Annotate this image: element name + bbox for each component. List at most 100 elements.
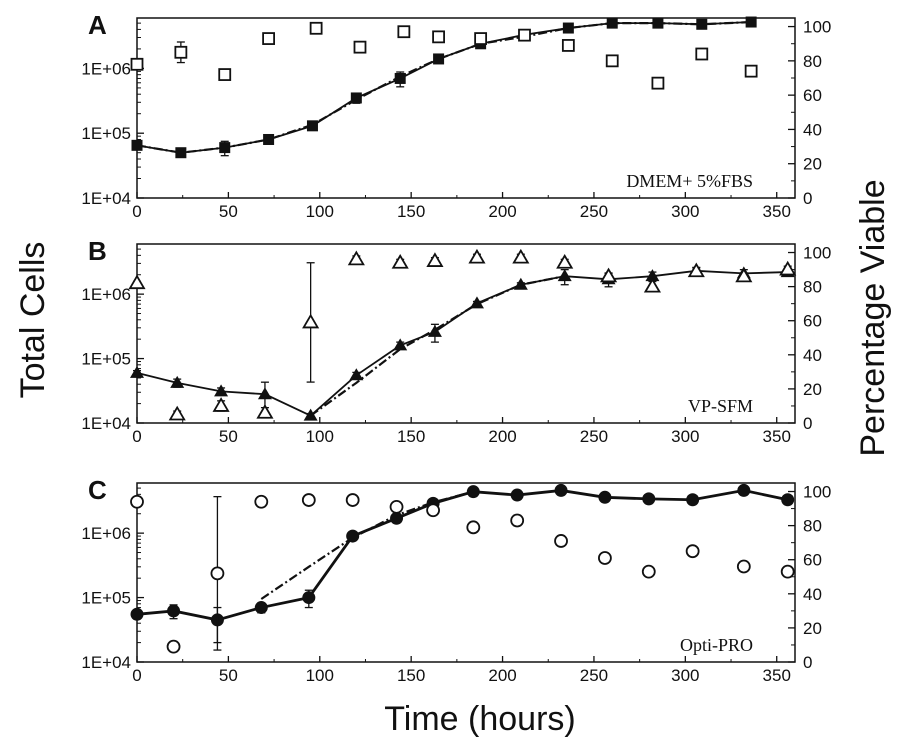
y-right-tick-label: 100 [803, 244, 831, 263]
total-cells-point [302, 591, 316, 605]
x-tick-label: 50 [219, 427, 238, 446]
x-tick-label: 100 [306, 427, 334, 446]
viability-point [599, 267, 618, 283]
total-cells-point [427, 324, 442, 337]
x-tick-label: 150 [397, 666, 425, 685]
growth-fit-line [260, 490, 474, 600]
viability-point [468, 248, 486, 264]
x-tick-label: 0 [132, 427, 141, 446]
y-left-tick-label: 1E+06 [81, 285, 131, 304]
growth-fit-line [136, 20, 752, 154]
x-tick-label: 100 [306, 202, 334, 221]
viability-point [301, 493, 316, 507]
total-cells-point [781, 493, 795, 507]
y-right-tick-label: 80 [803, 52, 822, 71]
x-tick-label: 200 [488, 427, 516, 446]
viability-point [254, 494, 269, 509]
viability-point [736, 559, 751, 574]
viability-point [353, 40, 367, 54]
total-cells-point [737, 483, 751, 497]
x-tick-label: 200 [488, 202, 516, 221]
growth-fit-line [309, 275, 565, 417]
viability-point [389, 499, 404, 514]
viability-point [218, 68, 232, 81]
viability-point [641, 564, 656, 579]
viability-point [518, 28, 531, 42]
viability-point [605, 54, 619, 68]
total-cells-point [645, 269, 660, 282]
y-left-axis-title: Total Cells [14, 242, 52, 399]
total-cells-point [214, 384, 229, 397]
y-right-tick-label: 40 [803, 120, 822, 139]
viability-point [556, 253, 574, 269]
viability-point [426, 252, 444, 267]
x-tick-label: 150 [397, 202, 425, 221]
total-cells-point [130, 365, 144, 378]
viability-point [474, 32, 488, 45]
panel-label: B [88, 236, 107, 266]
viability-point [695, 47, 709, 61]
viability-point [643, 277, 662, 293]
total-cells-line [136, 269, 788, 417]
viability-point [130, 57, 144, 71]
y-right-tick-label: 100 [803, 483, 831, 502]
total-cells-point [557, 269, 572, 282]
x-tick-label: 150 [397, 427, 425, 446]
x-tick-label: 350 [763, 666, 791, 685]
y-left-tick-label: 1E+04 [81, 653, 131, 672]
total-cells-point [466, 485, 480, 499]
x-tick-label: 350 [763, 427, 791, 446]
x-axis-title: Time (hours) [384, 700, 575, 738]
y-left-tick-label: 1E+05 [81, 589, 131, 608]
x-tick-label: 50 [219, 666, 238, 685]
total-cells-point [554, 483, 568, 497]
viability-point [212, 397, 230, 412]
viability-point [510, 513, 525, 528]
viability-point [598, 551, 612, 565]
x-tick-label: 0 [132, 666, 141, 685]
plot-frame [136, 482, 796, 663]
total-cells-point [346, 529, 360, 543]
y-left-tick-label: 1E+04 [81, 414, 131, 433]
viability-point [744, 64, 758, 78]
viability-point [262, 32, 276, 45]
viability-point [780, 564, 795, 579]
x-tick-label: 50 [219, 202, 238, 221]
viability-point [735, 267, 753, 283]
total-cells-point [606, 17, 618, 29]
total-cells-point [598, 490, 612, 504]
x-tick-label: 300 [671, 202, 699, 221]
y-left-tick-label: 1E+05 [81, 350, 131, 369]
total-cells-point [433, 53, 445, 65]
x-tick-label: 250 [580, 427, 608, 446]
total-cells-point [642, 492, 656, 506]
viability-point [687, 262, 705, 278]
total-cells-point [394, 72, 406, 84]
y-left-tick-label: 1E+05 [81, 124, 131, 143]
total-cells-point [562, 22, 574, 34]
medium-label: DMEM+ 5%FBS [626, 171, 753, 191]
plot-frame [136, 17, 796, 199]
medium-label: VP-SFM [688, 396, 753, 416]
viability-point [309, 21, 323, 35]
total-cells-point [175, 147, 187, 159]
y-right-tick-label: 0 [803, 653, 812, 672]
total-cells-point [349, 368, 364, 381]
viability-point [779, 260, 797, 276]
y-right-tick-label: 20 [803, 619, 822, 638]
viability-point [512, 248, 530, 264]
viability-point [466, 520, 481, 535]
y-right-tick-label: 40 [803, 585, 822, 604]
y-right-axis-title: Percentage Viable [854, 179, 892, 456]
total-cells-point [513, 277, 528, 290]
viability-point [347, 250, 365, 266]
y-right-tick-label: 80 [803, 278, 822, 297]
total-cells-point [306, 120, 318, 132]
viability-point [302, 313, 320, 329]
viability-point [210, 566, 225, 581]
y-right-tick-label: 80 [803, 517, 822, 536]
y-right-tick-label: 20 [803, 155, 822, 174]
